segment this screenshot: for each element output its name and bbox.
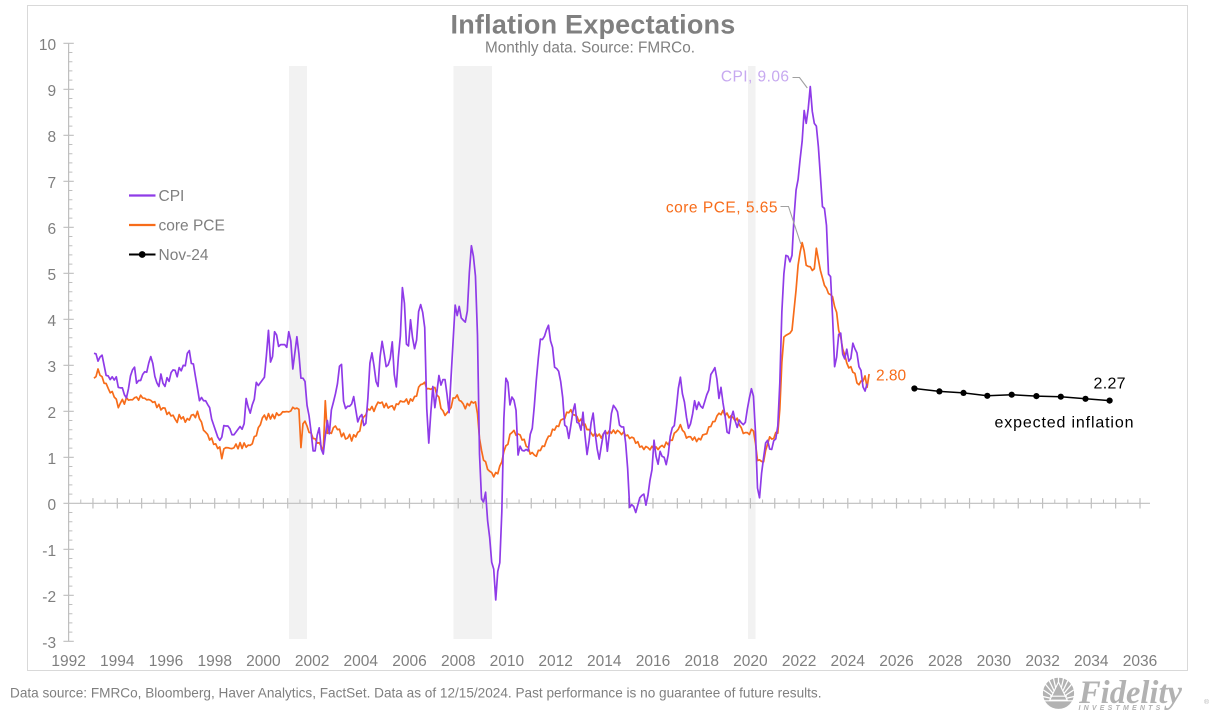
svg-text:1992: 1992: [51, 653, 85, 670]
svg-text:Nov-24: Nov-24: [159, 247, 209, 264]
svg-text:2: 2: [47, 405, 56, 422]
svg-text:8: 8: [47, 129, 56, 146]
svg-text:2020: 2020: [733, 653, 768, 670]
svg-text:2026: 2026: [879, 653, 913, 670]
svg-text:2022: 2022: [782, 653, 816, 670]
svg-text:2002: 2002: [295, 653, 329, 670]
svg-text:2.80: 2.80: [876, 368, 907, 385]
svg-text:2024: 2024: [831, 653, 866, 670]
svg-text:2018: 2018: [684, 653, 718, 670]
svg-text:4: 4: [47, 313, 56, 330]
svg-text:®: ®: [1204, 698, 1209, 706]
svg-text:0: 0: [47, 497, 56, 514]
svg-text:CPI: CPI: [159, 188, 185, 205]
svg-text:2034: 2034: [1074, 653, 1109, 670]
svg-text:core PCE: core PCE: [159, 218, 225, 235]
svg-text:1: 1: [47, 451, 56, 468]
svg-text:2012: 2012: [538, 653, 572, 670]
svg-text:2016: 2016: [636, 653, 670, 670]
svg-text:2014: 2014: [587, 653, 622, 670]
svg-text:INVESTMENTS: INVESTMENTS: [1079, 705, 1164, 712]
svg-text:6: 6: [47, 221, 56, 238]
svg-text:Inflation Expectations: Inflation Expectations: [451, 10, 736, 40]
svg-text:2.27: 2.27: [1094, 376, 1126, 393]
svg-text:2008: 2008: [441, 653, 475, 670]
svg-text:7: 7: [47, 175, 56, 192]
svg-text:3: 3: [47, 359, 56, 376]
svg-text:Monthly data. Source: FMRCo.: Monthly data. Source: FMRCo.: [485, 40, 695, 57]
svg-text:expected inflation: expected inflation: [995, 415, 1135, 432]
svg-text:CPI, 9.06: CPI, 9.06: [721, 69, 790, 86]
svg-text:5: 5: [47, 267, 56, 284]
svg-text:2000: 2000: [246, 653, 281, 670]
svg-text:2036: 2036: [1123, 653, 1157, 670]
svg-text:2030: 2030: [977, 653, 1012, 670]
svg-text:1996: 1996: [149, 653, 183, 670]
svg-text:-2: -2: [42, 589, 56, 606]
svg-text:2028: 2028: [928, 653, 962, 670]
svg-text:1994: 1994: [100, 653, 135, 670]
svg-text:-1: -1: [42, 543, 56, 560]
svg-text:10: 10: [39, 37, 57, 54]
svg-text:1998: 1998: [197, 653, 231, 670]
svg-text:Fidelity: Fidelity: [1078, 675, 1182, 711]
svg-text:-3: -3: [42, 635, 56, 652]
svg-text:Data source: FMRCo, Bloomberg,: Data source: FMRCo, Bloomberg, Haver Ana…: [10, 686, 822, 701]
svg-text:2032: 2032: [1025, 653, 1059, 670]
svg-text:9: 9: [47, 83, 56, 100]
svg-text:2010: 2010: [490, 653, 525, 670]
svg-text:core PCE, 5.65: core PCE, 5.65: [666, 199, 778, 216]
svg-text:2006: 2006: [392, 653, 426, 670]
svg-text:2004: 2004: [344, 653, 379, 670]
